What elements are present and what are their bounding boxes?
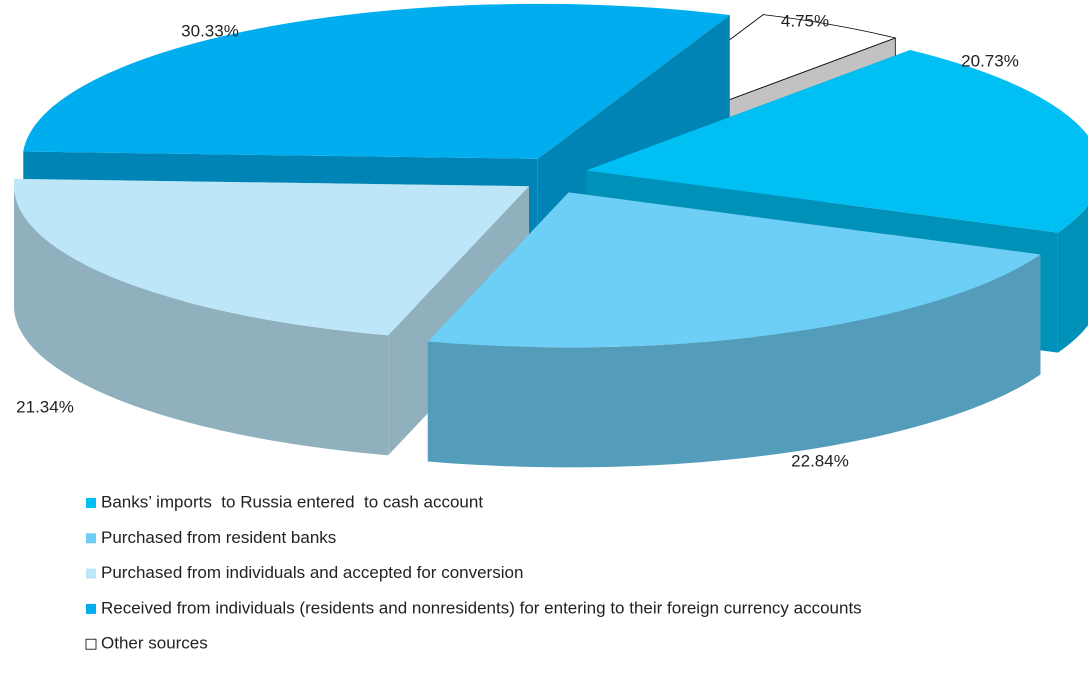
slice-wall [1057, 205, 1088, 353]
slice-top [14, 178, 530, 336]
data-label: 20.73% [961, 51, 1019, 70]
legend-swatch [86, 568, 96, 579]
data-label: 21.34% [16, 397, 74, 416]
legend-swatch [86, 533, 96, 544]
legend-label: Purchased from resident banks [101, 528, 336, 547]
legend-swatch [85, 638, 97, 650]
legend-label: Banks’ imports to Russia entered to cash… [101, 492, 483, 511]
data-label: 30.33% [181, 21, 239, 40]
pie-slice [427, 192, 1041, 468]
legend-label: Other sources [101, 634, 208, 653]
legend-label: Received from individuals (residents and… [101, 598, 862, 617]
slice-top [23, 3, 730, 159]
slice-top [586, 50, 1088, 233]
slice-wall [427, 254, 1041, 468]
slice-top [427, 192, 1041, 348]
data-label: 22.84% [791, 451, 849, 470]
slice-wall [14, 186, 389, 456]
legend-swatch [86, 498, 96, 508]
legend-label: Purchased from individuals and accepted … [101, 563, 523, 582]
data-label: 4.75% [781, 11, 829, 30]
legend-swatch [86, 603, 96, 614]
